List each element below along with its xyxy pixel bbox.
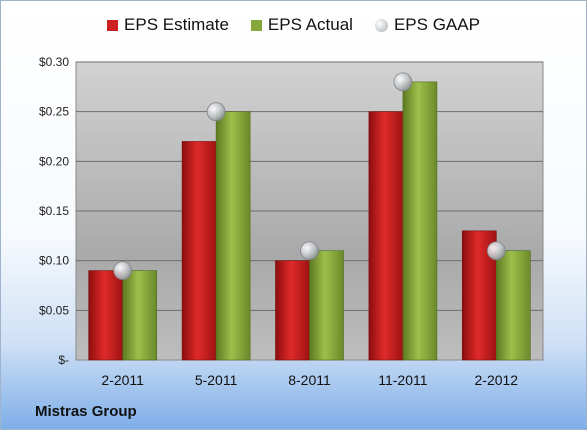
marker-gaap	[113, 261, 133, 281]
y-tick-label: $0.15	[39, 204, 69, 218]
bar-actual	[495, 250, 531, 361]
bar-estimate	[181, 141, 217, 361]
legend-item-gaap: EPS GAAP	[374, 15, 480, 35]
legend-label-gaap: EPS GAAP	[393, 15, 480, 34]
legend-swatch-estimate	[107, 19, 119, 31]
marker-gaap	[486, 241, 506, 261]
y-tick-label: $0.10	[39, 254, 69, 268]
legend-swatch-actual	[250, 19, 262, 31]
bar-actual	[402, 81, 438, 361]
marker-gaap	[206, 102, 226, 122]
x-tick-label: 8-2011	[288, 372, 331, 388]
x-tick-label: 2-2012	[475, 372, 519, 388]
x-tick-label: 11-2011	[378, 372, 428, 388]
legend-swatch-gaap	[374, 18, 388, 32]
company-name: Mistras Group	[35, 403, 137, 420]
legend-item-actual: EPS Actual	[250, 15, 353, 35]
y-tick-label: $-	[58, 353, 69, 367]
legend-label-actual: EPS Actual	[267, 15, 353, 34]
y-tick-label: $0.25	[39, 105, 69, 119]
marker-gaap	[300, 241, 319, 261]
bar-estimate	[275, 260, 310, 361]
y-tick-label: $0.05	[39, 303, 69, 317]
y-tick-label: $0.20	[39, 154, 69, 168]
legend-item-estimate: EPS Estimate	[107, 15, 229, 35]
bar-estimate	[88, 270, 123, 361]
chart-legend: EPS Estimate EPS Actual EPS GAAP	[1, 15, 586, 35]
bar-actual	[215, 111, 251, 361]
y-tick-label: $0.30	[39, 55, 69, 69]
x-tick-label: 5-2011	[195, 372, 238, 388]
x-tick-label: 2-2011	[101, 372, 144, 388]
bar-estimate	[368, 111, 404, 361]
bar-actual	[309, 250, 344, 361]
bar-actual	[122, 270, 157, 361]
legend-label-estimate: EPS Estimate	[124, 15, 229, 34]
marker-gaap	[393, 72, 413, 92]
